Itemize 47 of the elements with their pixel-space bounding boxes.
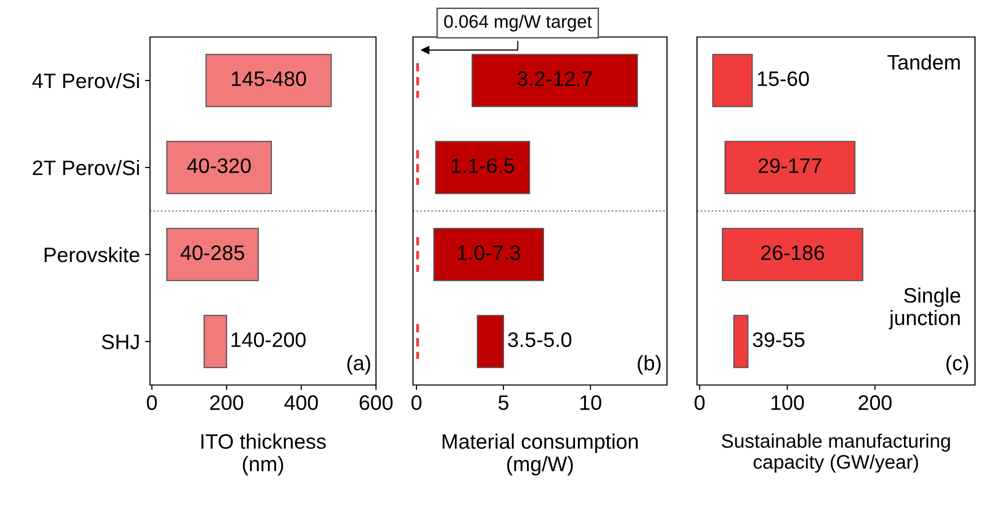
data-label: 29-177 bbox=[758, 158, 822, 174]
data-label: 1.1-6.5 bbox=[452, 158, 514, 174]
x-tick-label: 100 bbox=[772, 395, 804, 410]
data-label: 3.5-5.0 bbox=[508, 332, 572, 348]
x-tick-label: 200 bbox=[858, 395, 892, 410]
data-label: 140-200 bbox=[232, 332, 306, 348]
data-label: 3.2-12.7 bbox=[517, 71, 592, 86]
data-label: 15-60 bbox=[758, 71, 809, 86]
x-axis-title: ITO thickness (nm) bbox=[201, 434, 326, 476]
annotation: Tandem bbox=[887, 54, 960, 70]
bar bbox=[476, 314, 504, 368]
x-tick-label: 200 bbox=[210, 395, 244, 410]
bar bbox=[435, 140, 530, 194]
x-tick-label: 10 bbox=[580, 395, 602, 410]
x-axis-title: Sustainable manufacturing capacity (GW/year) bbox=[722, 434, 950, 473]
x-tick-label: 0 bbox=[412, 395, 422, 410]
bar bbox=[204, 314, 228, 368]
bar bbox=[166, 140, 272, 194]
y-tick-label: 2T Perov/Si bbox=[32, 160, 139, 176]
data-label: 40-285 bbox=[180, 245, 244, 260]
bar bbox=[712, 54, 753, 108]
x-tick-label: 5 bbox=[498, 395, 508, 410]
data-label: 26-186 bbox=[761, 245, 824, 260]
x-tick-label: 400 bbox=[284, 395, 318, 410]
ref-line-label: 0.064 mg/W target bbox=[444, 14, 592, 32]
data-label: 145-480 bbox=[232, 71, 306, 86]
y-tick-label: SHJ bbox=[102, 334, 139, 350]
data-label: 40-320 bbox=[187, 158, 251, 174]
y-tick-label: Perovskite bbox=[44, 246, 140, 262]
annotation: (b) bbox=[638, 355, 661, 375]
bar bbox=[166, 228, 259, 282]
annotation: (a) bbox=[347, 355, 370, 375]
x-tick-label: 0 bbox=[146, 395, 157, 410]
bar bbox=[472, 54, 638, 108]
data-label: 39-55 bbox=[752, 332, 804, 348]
bar bbox=[433, 228, 544, 282]
y-tick-label: 4T Perov/Si bbox=[32, 72, 139, 88]
bar bbox=[733, 314, 748, 368]
data-label: 1.0-7.3 bbox=[458, 245, 520, 260]
x-tick-label: 600 bbox=[360, 395, 393, 410]
bar bbox=[722, 228, 864, 282]
x-tick-label: 0 bbox=[694, 395, 705, 410]
bar bbox=[724, 140, 856, 194]
annotation: Single junction bbox=[888, 288, 960, 330]
x-axis-title: Material consumption (mg/W) bbox=[442, 434, 638, 476]
annotation: (c) bbox=[946, 355, 968, 375]
bar bbox=[205, 54, 332, 108]
